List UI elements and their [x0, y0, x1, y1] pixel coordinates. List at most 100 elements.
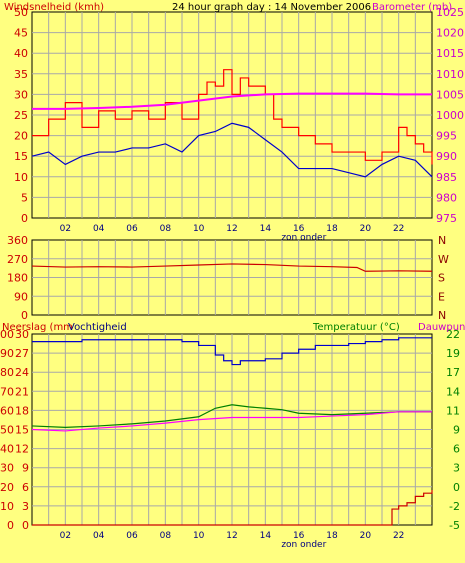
- sunset-label-bottom: zon onder: [281, 540, 326, 550]
- rain-tick: 12: [15, 443, 29, 456]
- rain-tick: 9: [22, 462, 29, 475]
- compass-label: S: [438, 272, 445, 285]
- barometer-line: [32, 92, 432, 110]
- wind-gust-line: [32, 69, 433, 165]
- bottom-x-tick: 20: [360, 531, 372, 541]
- temperature-tick: 9: [453, 424, 460, 437]
- wind-average-line: [31, 122, 433, 178]
- barometer-tick: 1025: [436, 6, 464, 19]
- humidity-tick: 70: [0, 385, 14, 398]
- bottom-series: [31, 337, 433, 526]
- wind-x-tick: 10: [193, 224, 205, 234]
- wind-speed-tick: 15: [14, 150, 28, 163]
- direction-degree-tick: 90: [14, 290, 28, 303]
- wind-x-tick: 22: [393, 224, 404, 234]
- wind-speed-tick: 35: [14, 68, 28, 81]
- wind-x-tick: 02: [60, 224, 71, 234]
- wind-x-tick: 16: [293, 224, 305, 234]
- direction-degree-tick: 180: [7, 272, 28, 285]
- rain-line: [32, 489, 433, 526]
- rain-tick: 27: [15, 347, 29, 360]
- humidity-line: [32, 337, 432, 366]
- bottom-x-tick: 06: [126, 531, 138, 541]
- barometer-tick: 1000: [436, 109, 464, 122]
- barometer-tick: 975: [436, 212, 457, 225]
- temperature-tick: 14: [446, 385, 460, 398]
- humidity-tick: 30: [0, 462, 14, 475]
- barometer-tick: 980: [436, 191, 457, 204]
- bottom-x-axis: 02 04 06 08 10 12 14 16 18 20 22: [60, 531, 405, 541]
- humidity-tick: 10: [0, 500, 14, 513]
- humidity-title: Vochtigheid: [68, 322, 127, 333]
- barometer-tick: 1015: [436, 47, 464, 60]
- humidity-tick: 60: [0, 404, 14, 417]
- temperature-tick: 22: [446, 328, 460, 341]
- wind-series: [31, 69, 433, 178]
- barometer-title: Barometer (mb): [372, 2, 452, 13]
- compass-label: W: [438, 253, 449, 266]
- direction-degree-tick: 270: [7, 253, 28, 266]
- temperature-tick: 0: [453, 481, 460, 494]
- temperature-tick: 11: [446, 404, 460, 417]
- wind-x-tick: 20: [360, 224, 372, 234]
- wind-x-tick: 18: [326, 224, 338, 234]
- bottom-grid: [32, 334, 432, 525]
- wind-speed-tick: 20: [14, 130, 28, 143]
- rain-axis: 0 3 6 9 12 15 18 21 24 27 30: [15, 328, 29, 532]
- temperature-tick: 19: [446, 347, 460, 360]
- rain-tick: 21: [15, 385, 29, 398]
- direction-degree-tick: 360: [7, 234, 28, 247]
- temperature-axis: -5 -2 0 3 6 9 11 14 17 19 22: [446, 328, 460, 532]
- compass-label: N: [438, 309, 446, 322]
- bottom-x-tick: 08: [160, 531, 172, 541]
- temperature-tick: 3: [453, 462, 460, 475]
- barometer-tick: 995: [436, 130, 457, 143]
- barometer-tick: 985: [436, 171, 457, 184]
- rain-tick: 3: [22, 500, 29, 513]
- wind-x-tick: 12: [226, 224, 237, 234]
- humidity-axis: 0 10 20 30 40 50 60 70 80 90 100: [0, 328, 14, 532]
- bottom-x-tick: 22: [393, 531, 404, 541]
- wind-speed-tick: 0: [21, 212, 28, 225]
- humidity-tick: 40: [0, 443, 14, 456]
- chart-main-title: 24 hour graph day : 14 November 2006: [172, 2, 371, 13]
- temperature-tick: -5: [449, 519, 460, 532]
- compass-label: E: [438, 290, 445, 303]
- wind-x-tick: 08: [160, 224, 172, 234]
- bottom-x-tick: 14: [260, 531, 272, 541]
- direction-degree-axis: 0 90 180 270 360: [7, 234, 28, 322]
- sunset-label: zon onder: [281, 233, 326, 243]
- rain-tick: 6: [22, 481, 29, 494]
- bottom-x-tick: 16: [293, 531, 305, 541]
- temperature-line: [31, 404, 432, 428]
- direction-series: [31, 263, 433, 272]
- humidity-temp-panel: 0102030405060708090100 03691215182124273…: [0, 322, 465, 550]
- bottom-x-tick: 12: [226, 531, 237, 541]
- direction-grid: [32, 240, 432, 315]
- wind-speed-tick: 30: [14, 88, 28, 101]
- humidity-tick: 0: [7, 519, 14, 532]
- barometer-tick: 1005: [436, 88, 464, 101]
- rain-tick: 24: [15, 366, 29, 379]
- bottom-x-tick: 04: [93, 531, 105, 541]
- wind-speed-tick: 25: [14, 109, 28, 122]
- rain-tick: 30: [15, 328, 29, 341]
- dewpoint-title: Dauwpunt: [418, 322, 465, 333]
- wind-speed-axis: 0 5 10 15 20 25 30 35 40 45 50: [14, 6, 28, 225]
- bottom-x-tick: 18: [326, 531, 338, 541]
- wind-speed-title: Windsnelheid (kmh): [4, 2, 104, 13]
- wind-speed-tick: 45: [14, 27, 28, 40]
- wind-direction-line: [31, 263, 433, 272]
- rain-tick: 0: [22, 519, 29, 532]
- temperature-title: Temperatuur (°C): [312, 322, 400, 333]
- barometer-tick: 1020: [436, 27, 464, 40]
- barometer-tick: 1010: [436, 68, 464, 81]
- rain-tick: 18: [15, 404, 29, 417]
- bottom-x-tick: 10: [193, 531, 205, 541]
- barometer-tick: 990: [436, 150, 457, 163]
- rain-tick: 15: [15, 424, 29, 437]
